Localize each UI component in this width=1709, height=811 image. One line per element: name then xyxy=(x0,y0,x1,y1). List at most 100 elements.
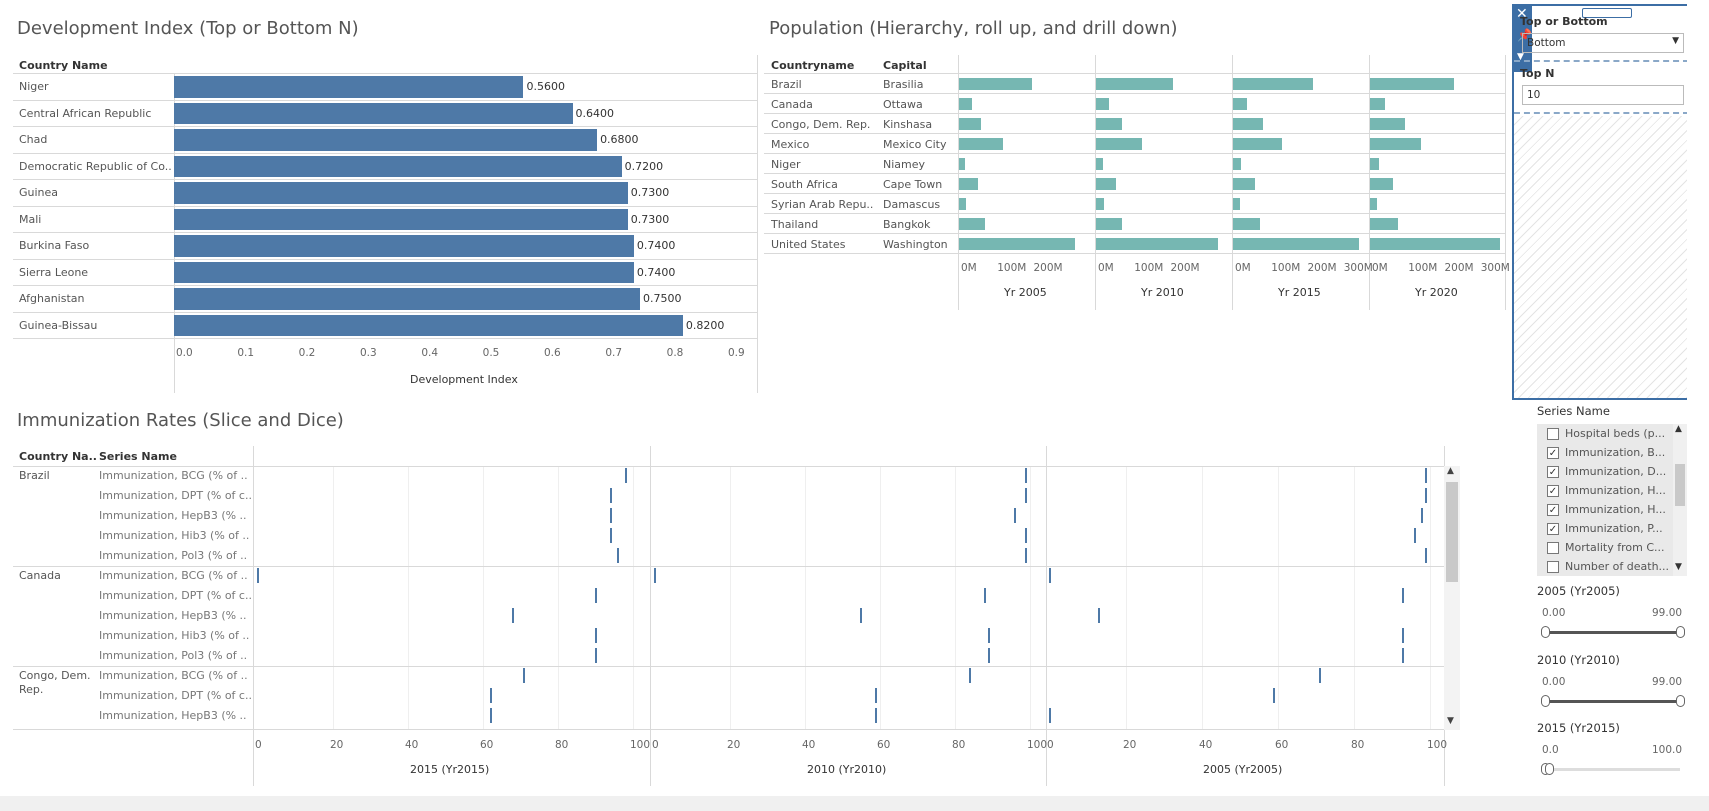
imm-mark[interactable] xyxy=(1425,468,1428,483)
dev-bar[interactable] xyxy=(174,155,622,177)
pop-bar[interactable] xyxy=(1096,98,1110,110)
imm-mark[interactable] xyxy=(1425,488,1428,503)
pop-bar[interactable] xyxy=(1233,158,1241,170)
pop-bar[interactable] xyxy=(1233,218,1260,230)
topbottom-select[interactable]: Bottom ▼ xyxy=(1522,33,1684,53)
pop-bar[interactable] xyxy=(959,218,985,230)
imm-mark[interactable] xyxy=(875,688,878,703)
scroll-thumb[interactable] xyxy=(1675,464,1685,506)
pop-bar[interactable] xyxy=(959,98,972,110)
pin-icon[interactable]: 📌 xyxy=(1517,28,1532,42)
imm-mark[interactable] xyxy=(257,568,259,583)
series-checkbox-item[interactable]: ✓ Immunization, H... xyxy=(1547,482,1683,500)
checkbox[interactable]: ✓ xyxy=(1547,485,1559,497)
imm-mark[interactable] xyxy=(609,488,612,503)
pop-bar[interactable] xyxy=(959,238,1076,250)
pop-bar[interactable] xyxy=(1233,238,1360,250)
slider-handle[interactable] xyxy=(1545,763,1555,775)
checkbox[interactable]: ✓ xyxy=(1547,523,1559,535)
pop-bar[interactable] xyxy=(959,118,982,130)
dev-bar[interactable] xyxy=(174,261,634,283)
pop-bar[interactable] xyxy=(1233,178,1255,190)
series-checkbox-item[interactable]: ✓ Immunization, P... xyxy=(1547,520,1683,538)
imm-mark[interactable] xyxy=(594,588,597,603)
checkbox[interactable] xyxy=(1547,542,1559,554)
imm-mark[interactable] xyxy=(1025,488,1028,503)
scroll-up-icon[interactable]: ▲ xyxy=(1447,466,1454,476)
pop-bar[interactable] xyxy=(1096,218,1123,230)
dev-bar[interactable] xyxy=(174,102,573,124)
imm-mark[interactable] xyxy=(875,708,878,723)
imm-mark[interactable] xyxy=(1425,548,1428,563)
imm-mark[interactable] xyxy=(594,648,597,663)
imm-mark[interactable] xyxy=(969,668,971,683)
series-checkbox-item[interactable]: ✓ Immunization, H... xyxy=(1547,501,1683,519)
scroll-down-icon[interactable]: ▼ xyxy=(1675,562,1682,572)
dev-bar[interactable] xyxy=(174,208,628,230)
checkbox[interactable]: ✓ xyxy=(1547,447,1559,459)
pop-bar[interactable] xyxy=(1370,158,1380,170)
slider-handle[interactable] xyxy=(1676,695,1685,707)
imm-mark[interactable] xyxy=(609,508,612,523)
series-checkbox-item[interactable]: ✓ Immunization, D... xyxy=(1547,463,1683,481)
pop-bar[interactable] xyxy=(959,78,1033,90)
checkbox[interactable] xyxy=(1547,428,1559,440)
imm-mark[interactable] xyxy=(654,568,656,583)
checkbox[interactable]: ✓ xyxy=(1547,466,1559,478)
imm-mark[interactable] xyxy=(1413,528,1416,543)
pop-bar[interactable] xyxy=(1096,138,1143,150)
imm-mark[interactable] xyxy=(489,708,492,723)
checkbox[interactable]: ✓ xyxy=(1547,504,1559,516)
imm-mark[interactable] xyxy=(512,608,514,623)
imm-mark[interactable] xyxy=(594,628,597,643)
pop-bar[interactable] xyxy=(1233,118,1264,130)
pop-bar[interactable] xyxy=(1096,198,1105,210)
imm-mark[interactable] xyxy=(617,548,619,563)
pop-bar[interactable] xyxy=(959,138,1004,150)
imm-mark[interactable] xyxy=(1421,508,1424,523)
imm-mark[interactable] xyxy=(1025,528,1028,543)
dev-bar[interactable] xyxy=(174,288,640,310)
dev-bar[interactable] xyxy=(174,76,524,98)
pop-bar[interactable] xyxy=(959,178,978,190)
slider-track[interactable] xyxy=(1545,700,1680,703)
pop-bar[interactable] xyxy=(959,158,965,170)
imm-mark[interactable] xyxy=(1273,688,1276,703)
imm-mark[interactable] xyxy=(1014,508,1016,523)
imm-mark[interactable] xyxy=(987,628,990,643)
series-checkbox-item[interactable]: Mortality from C... xyxy=(1547,539,1683,557)
pop-bar[interactable] xyxy=(1233,138,1283,150)
series-checkbox-item[interactable]: Number of death... xyxy=(1547,558,1683,576)
imm-mark[interactable] xyxy=(609,528,612,543)
imm-mark[interactable] xyxy=(489,688,492,703)
slider-track[interactable] xyxy=(1545,631,1680,634)
slider-track[interactable] xyxy=(1545,768,1680,771)
pop-bar[interactable] xyxy=(1370,238,1501,250)
dev-bar[interactable] xyxy=(174,129,598,151)
dev-bar[interactable] xyxy=(174,314,683,336)
topn-input[interactable]: 10 xyxy=(1522,85,1684,105)
series-scrollbar[interactable]: ▲ ▼ xyxy=(1673,424,1687,576)
scroll-thumb[interactable] xyxy=(1446,482,1458,582)
imm-mark[interactable] xyxy=(860,608,863,623)
pop-bar[interactable] xyxy=(1096,158,1103,170)
pop-bar[interactable] xyxy=(1370,98,1385,110)
pop-bar[interactable] xyxy=(959,198,967,210)
imm-mark[interactable] xyxy=(1049,708,1051,723)
imm-mark[interactable] xyxy=(1025,548,1028,563)
imm-mark[interactable] xyxy=(984,588,986,603)
pop-bar[interactable] xyxy=(1096,178,1117,190)
pop-bar[interactable] xyxy=(1370,118,1406,130)
pop-bar[interactable] xyxy=(1096,238,1218,250)
imm-mark[interactable] xyxy=(523,668,526,683)
series-checkbox-item[interactable]: ✓ Immunization, B... xyxy=(1547,444,1683,462)
checkbox[interactable] xyxy=(1547,561,1559,573)
slider-handle[interactable] xyxy=(1541,695,1550,707)
pop-bar[interactable] xyxy=(1233,78,1314,90)
imm-mark[interactable] xyxy=(1402,628,1405,643)
imm-mark[interactable] xyxy=(1098,608,1101,623)
scroll-up-icon[interactable]: ▲ xyxy=(1675,424,1682,434)
drag-handle[interactable] xyxy=(1582,8,1632,18)
slider-handle[interactable] xyxy=(1676,626,1685,638)
pop-bar[interactable] xyxy=(1370,198,1378,210)
